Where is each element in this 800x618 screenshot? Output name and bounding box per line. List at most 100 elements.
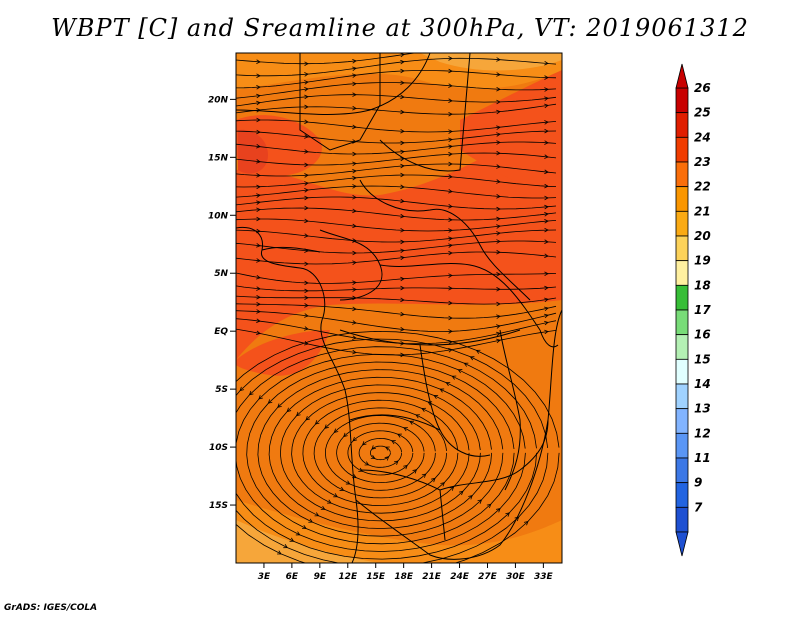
streamline-arrow: [477, 499, 483, 504]
streamline-arrow: [496, 301, 501, 307]
colorbar-label: 24: [694, 130, 711, 144]
streamline: [236, 272, 557, 284]
streamline-arrow: [448, 129, 453, 134]
streamline-arrow: [358, 467, 364, 472]
lon-tick-label: 30E: [506, 572, 526, 582]
streamline-arrow: [352, 335, 357, 340]
streamline-arrow: [333, 493, 339, 498]
streamline-arrow: [400, 341, 405, 346]
border-line: [339, 329, 521, 346]
streamline-arrow: [277, 403, 282, 408]
lon-tick-label: 3E: [258, 572, 271, 582]
streamline-arrow: [448, 300, 453, 306]
colorbar-swatch: [675, 383, 689, 410]
streamline-arrow: [544, 271, 549, 277]
streamline-arrow: [496, 271, 501, 277]
chart-title: WBPT [C] and Sreamline at 300hPa, VT: 20…: [51, 14, 749, 42]
border-line: [539, 329, 559, 348]
streamline-arrow: [544, 140, 549, 145]
streamline-arrow: [448, 83, 453, 88]
streamline-arrow: [400, 172, 405, 178]
streamline-arrow: [544, 96, 549, 101]
streamline-arrow: [544, 195, 549, 201]
streamline-arrow: [364, 461, 370, 466]
colorbar-swatch: [675, 284, 689, 311]
colorbar-swatch: [675, 408, 689, 434]
streamline-arrow: [324, 424, 329, 429]
shading-patch: [236, 500, 562, 563]
streamline-arrow: [496, 239, 501, 244]
streamline-arrow: [339, 486, 345, 491]
colorbar-swatch: [675, 358, 689, 385]
streamline-arrow: [352, 105, 357, 111]
lat-tick-label: 20N: [208, 95, 229, 105]
streamline: [236, 285, 557, 292]
streamline-arrow: [496, 331, 501, 337]
streamline-arrow: [544, 239, 549, 244]
streamline: [236, 119, 557, 133]
streamline-arrow: [256, 117, 261, 123]
streamline-arrow: [352, 238, 357, 243]
streamline-arrow: [361, 441, 367, 446]
streamline: [236, 218, 557, 232]
streamline-arrow: [427, 401, 433, 406]
lat-tick-label: EQ: [214, 327, 228, 337]
streamline-arrow: [448, 228, 453, 233]
streamline-arrow: [256, 59, 261, 64]
streamline-arrow: [400, 128, 405, 134]
streamline-arrow: [304, 195, 309, 201]
streamline: [236, 330, 560, 563]
shading-patch: [420, 53, 562, 71]
colorbar-swatch: [675, 87, 689, 114]
streamline-arrow: [496, 224, 501, 229]
streamline-arrow: [496, 231, 501, 236]
streamline-arrow: [400, 59, 405, 65]
streamline-arrow: [352, 168, 357, 174]
streamline-arrow: [403, 427, 408, 432]
streamline-arrow: [256, 216, 261, 222]
streamline-arrow: [304, 295, 309, 301]
streamline-arrow: [304, 61, 309, 66]
colorbar-swatch: [675, 186, 689, 212]
streamline-arrow: [352, 58, 357, 64]
streamline-arrow: [544, 313, 549, 319]
lon-tick-label: 33E: [534, 572, 554, 582]
streamline-arrow: [496, 324, 501, 329]
streamline-arrow: [256, 193, 261, 198]
streamline: [236, 152, 557, 166]
border-line: [359, 179, 531, 301]
border-line: [499, 329, 521, 491]
border-line: [379, 53, 471, 172]
streamline-arrow: [421, 407, 427, 412]
streamline-arrow: [352, 306, 357, 312]
colorbar-swatch: [675, 136, 689, 163]
streamline-arrow: [333, 428, 339, 434]
streamline-arrow: [231, 383, 235, 387]
streamline-arrow: [403, 464, 408, 470]
streamline: [236, 346, 537, 560]
streamline: [236, 163, 557, 177]
lat-tick-label: 5N: [214, 269, 228, 279]
border-line: [355, 309, 562, 560]
streamline: [291, 392, 470, 514]
streamline-arrow: [352, 184, 357, 189]
colorbar-swatch: [675, 309, 689, 336]
streamline-arrow: [400, 311, 405, 317]
streamline-arrow: [384, 456, 390, 461]
streamline-arrow: [256, 309, 261, 314]
streamline-arrow: [258, 395, 263, 400]
streamline-arrow: [400, 276, 405, 282]
streamline-arrow: [304, 162, 309, 168]
streamline-arrow: [400, 184, 405, 190]
streamline: [347, 430, 414, 476]
streamline-arrow: [448, 111, 453, 117]
streamline-arrow: [448, 174, 453, 179]
map-area: [231, 53, 562, 563]
streamline-arrow: [304, 94, 309, 100]
streamline: [236, 318, 557, 345]
shading-patch: [238, 129, 268, 174]
shading-patch: [236, 330, 330, 376]
streamline-arrow: [256, 100, 261, 106]
streamline-arrow: [448, 137, 453, 143]
colorbar-swatch: [675, 161, 689, 188]
